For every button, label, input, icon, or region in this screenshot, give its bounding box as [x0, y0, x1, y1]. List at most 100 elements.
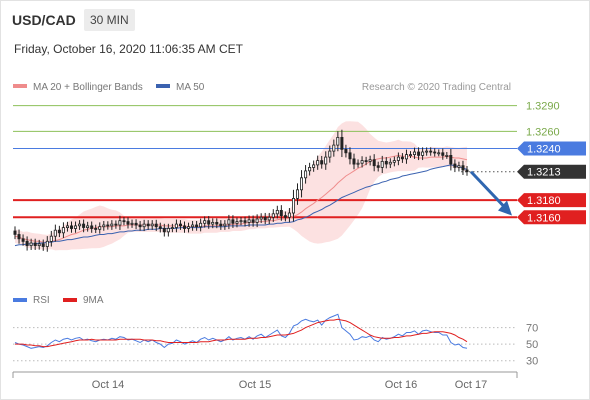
candle-body — [320, 160, 324, 165]
candle — [372, 154, 376, 172]
price-tag-1.3180: 1.3180 — [517, 193, 586, 207]
candle — [267, 212, 271, 225]
candle-body — [106, 224, 110, 227]
candle-body — [17, 234, 21, 240]
candle — [263, 212, 267, 225]
candle — [102, 220, 106, 231]
candle-body — [360, 160, 364, 164]
candle — [295, 183, 299, 205]
candle — [392, 156, 396, 167]
credit-label: Research © 2020 Trading Central — [362, 82, 511, 93]
candle — [57, 225, 61, 238]
candle — [336, 131, 340, 152]
candle — [291, 189, 295, 222]
candle-body — [368, 159, 372, 162]
candle — [312, 160, 316, 172]
rsi-legend-swatch — [13, 298, 27, 302]
candle-body — [207, 220, 211, 225]
timeframe-button[interactable]: 30 MIN — [84, 9, 135, 31]
candle — [158, 222, 162, 233]
candle — [70, 221, 74, 233]
candle — [94, 224, 98, 234]
candle — [348, 147, 352, 165]
candle — [461, 160, 465, 175]
ma50-legend-swatch — [156, 84, 170, 88]
candle-body — [223, 223, 227, 227]
candle-body — [138, 224, 142, 228]
candle — [429, 147, 433, 156]
candle — [74, 221, 78, 233]
symbol-label: USD/CAD — [12, 12, 76, 28]
price-tag-text: 1.3213 — [527, 167, 561, 179]
candle-body — [211, 221, 215, 225]
level-label-1.3290: 1.3290 — [526, 101, 560, 113]
candle-body — [231, 219, 235, 224]
candle — [86, 221, 90, 232]
candle-body — [267, 216, 271, 221]
candle — [227, 214, 231, 230]
rsi-line — [14, 313, 468, 349]
candle — [25, 236, 29, 251]
candle-body — [203, 220, 207, 224]
candle-body — [191, 224, 195, 228]
candle — [203, 216, 207, 228]
candle-body — [384, 160, 388, 165]
candle-body — [344, 148, 348, 154]
candle-body — [61, 227, 65, 234]
candle-body — [94, 227, 98, 230]
candle-body — [283, 215, 287, 218]
candle — [235, 217, 239, 228]
rsi-plot: 70 50 30 — [13, 313, 538, 368]
rsi-ma-line — [15, 318, 468, 348]
candle — [195, 220, 199, 231]
candle — [259, 213, 263, 224]
candle — [449, 148, 453, 171]
candle-body — [102, 224, 106, 228]
candle-body — [348, 152, 352, 160]
rsi-ma-legend-swatch — [63, 298, 77, 302]
candle — [134, 219, 138, 230]
candle-body — [215, 221, 219, 225]
candle — [441, 148, 445, 160]
candle — [82, 219, 86, 233]
candle-body — [130, 222, 134, 225]
candle-body — [287, 212, 291, 218]
candle-body — [78, 223, 82, 227]
candle-body — [219, 223, 223, 227]
forecast-arrow-shaft — [469, 170, 507, 209]
candle — [231, 215, 235, 228]
candle-body — [352, 158, 356, 165]
candle-body — [146, 223, 150, 227]
candle-body — [195, 224, 199, 228]
candle-body — [150, 223, 154, 227]
price-tag-text: 1.3240 — [527, 144, 561, 156]
candle-body — [441, 152, 445, 156]
candle — [29, 238, 33, 250]
candle-body — [70, 225, 74, 229]
candle — [279, 205, 283, 221]
candle — [78, 220, 82, 230]
candle — [283, 211, 287, 222]
candle-body — [425, 150, 429, 153]
candle-body — [255, 218, 259, 223]
candle — [215, 218, 219, 229]
price-tag-1.3240: 1.3240 — [517, 141, 586, 156]
candle-body — [263, 216, 267, 221]
candle-body — [154, 223, 158, 228]
candle-body — [243, 220, 247, 223]
candle — [219, 220, 223, 230]
candle — [356, 159, 360, 168]
candle — [126, 217, 130, 229]
candle — [162, 223, 166, 237]
candle — [437, 149, 441, 157]
candle — [191, 220, 195, 231]
candle-body — [445, 154, 449, 157]
candle-body — [328, 150, 332, 158]
candle-body — [118, 220, 122, 226]
candle-body — [380, 160, 384, 168]
candle — [376, 161, 380, 172]
candle-body — [74, 225, 78, 229]
candle — [380, 155, 384, 173]
candle-body — [429, 150, 433, 153]
candle-body — [13, 230, 17, 235]
